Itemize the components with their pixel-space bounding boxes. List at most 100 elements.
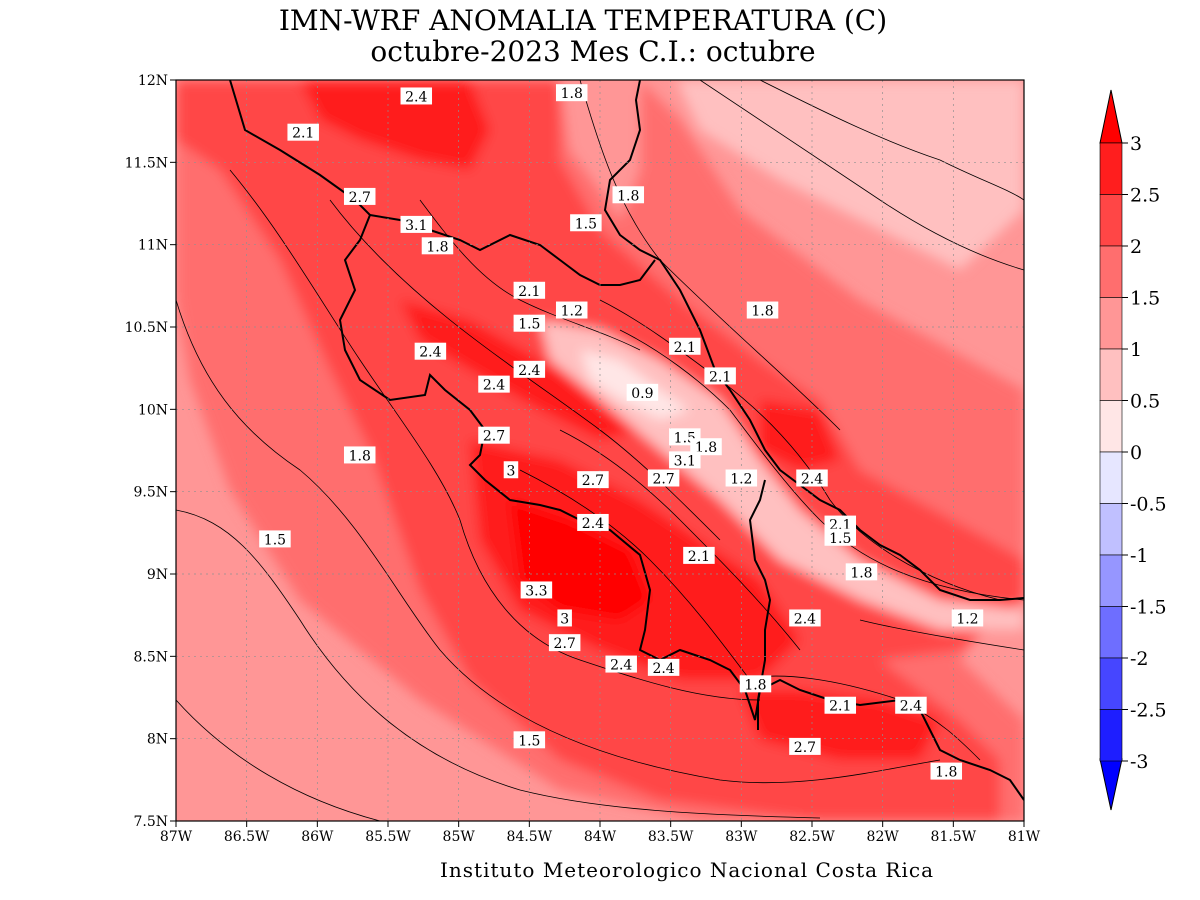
contour-label: 1.8 (744, 677, 766, 693)
colorbar-label: 3 (1130, 133, 1142, 155)
colorbar-label: -3 (1130, 751, 1149, 773)
y-tick-label: 8.5N (133, 649, 168, 665)
x-tick-label: 83W (725, 829, 758, 845)
x-tick-label: 86.5W (224, 829, 270, 845)
contour-label: 1.5 (575, 216, 597, 232)
colorbar-label: 0 (1130, 442, 1142, 464)
contour-label: 2.1 (518, 284, 540, 300)
contour-label-box (400, 215, 433, 233)
contour-label-box (612, 186, 645, 204)
x-tick-label: 87W (160, 829, 193, 845)
contour-label-box (555, 301, 588, 319)
contour-line (619, 329, 1024, 601)
contour-line (176, 299, 941, 784)
contour-line (176, 509, 821, 819)
contour-label-box (951, 609, 984, 627)
contour-label-box (845, 563, 878, 581)
colorbar-bin (1099, 554, 1123, 607)
contour-label: 1.5 (518, 733, 540, 749)
contour-label: 3 (506, 463, 515, 479)
contour-label: 1.5 (264, 532, 286, 548)
contour-label: 2.7 (554, 636, 576, 652)
colorbar-label: 1 (1130, 339, 1142, 361)
colorbar-bin (1099, 348, 1123, 401)
colorbar-label: -2.5 (1130, 700, 1167, 722)
contour-label: 2.7 (652, 471, 674, 487)
contour-line (559, 429, 801, 651)
contour-label-box (626, 383, 659, 401)
colorbar-bin (1099, 142, 1123, 195)
contour-line (859, 619, 1024, 651)
y-axis: 12N 11.5N 11N 10.5N 10N 9.5N 9N 8.5N 8N 7.5N (125, 73, 176, 830)
contour-label-box (605, 655, 637, 673)
contour-label-box (513, 731, 546, 749)
y-tick-label: 9N (147, 567, 168, 583)
field-band-2-5-to-3-pacific (470, 440, 800, 680)
y-tick-label: 12N (138, 73, 168, 89)
contour-label: 2.4 (900, 699, 922, 715)
contour-label-box (669, 451, 701, 469)
field-band-1-to-1-5-valley (560, 80, 640, 220)
contour-label: 2.4 (610, 658, 632, 674)
contour-label-box (557, 609, 572, 627)
contour-label: 2.4 (405, 89, 427, 105)
contour-label: 1.5 (518, 317, 540, 333)
colorbar-upper-arrow (1099, 89, 1123, 144)
contour-label-box (789, 737, 821, 755)
colorbar-label: -1 (1130, 545, 1149, 567)
contour-label-box (343, 187, 376, 205)
contour-label: 2.7 (483, 429, 505, 445)
title-line-2: octubre-2023 Mes C.I.: octubre (370, 35, 815, 68)
contour-label: 1.8 (935, 765, 957, 781)
contour-label-box (555, 84, 588, 102)
colorbar-bin (1099, 451, 1123, 504)
x-tick-label: 85.5W (365, 829, 411, 845)
contour-label-box (577, 471, 609, 489)
contour-label-box (414, 342, 447, 360)
x-tick-label: 81.5W (931, 829, 977, 845)
colorbar-label: 2.5 (1130, 185, 1160, 207)
x-tick-label: 82W (867, 829, 900, 845)
contour-label-box (343, 446, 376, 464)
colorbar-label: 2 (1130, 236, 1142, 258)
contour-label-box (824, 515, 857, 533)
field-band-0-5-to-1 (676, 80, 1024, 270)
contour-line (176, 699, 381, 821)
colorbar-lower-arrow (1099, 758, 1123, 811)
x-axis: 87W 86.5W 86W 85.5W 85W 84.5W 84W 83.5W 83W 82.5W… (160, 821, 1041, 845)
contour-label: 2.1 (688, 549, 710, 565)
colorbar-label: -0.5 (1130, 494, 1167, 516)
y-tick-label: 7.5N (133, 814, 168, 830)
title-line-1: IMN-WRF ANOMALIA TEMPERATURA (C) (279, 4, 887, 37)
contour-label: 0.9 (631, 386, 653, 402)
contour-label-box (647, 469, 680, 487)
contour-label: 1.8 (349, 448, 371, 464)
contour-label: 2.7 (794, 740, 816, 756)
x-tick-label: 85W (443, 829, 476, 845)
field-band-2-5-to-3-caribbean (760, 400, 840, 470)
colorbar-bin (1099, 709, 1123, 762)
colorbar-bin (1099, 297, 1123, 350)
contour-label: 2.7 (349, 190, 371, 206)
contour-label: 1.2 (956, 611, 978, 627)
contour-label-box (503, 461, 519, 479)
contour-label: 2.4 (518, 363, 540, 379)
contour-label-box (513, 314, 546, 332)
y-tick-label: 11N (138, 238, 168, 254)
contour-label-box (690, 438, 722, 456)
contour-label-box (704, 367, 736, 385)
colorbar-label: 0.5 (1130, 391, 1160, 413)
contour-label-box (739, 675, 772, 693)
contour-label-box (520, 581, 553, 599)
contour-label-box (570, 214, 602, 232)
x-tick-label: 86W (301, 829, 334, 845)
contour-label: 2.7 (582, 473, 604, 489)
contour-label-box (725, 469, 758, 487)
contour-label: 2.1 (829, 699, 851, 715)
colorbar: 3 2.5 2 1.5 1 0.5 0 -0.5 -1 -1.5 -2 -2.5 -3 (1099, 89, 1167, 811)
contour-label: 2.4 (483, 378, 505, 394)
contour-label: 1.2 (730, 471, 752, 487)
colorbar-label: -1.5 (1130, 597, 1167, 619)
y-tick-label: 8N (147, 732, 168, 748)
